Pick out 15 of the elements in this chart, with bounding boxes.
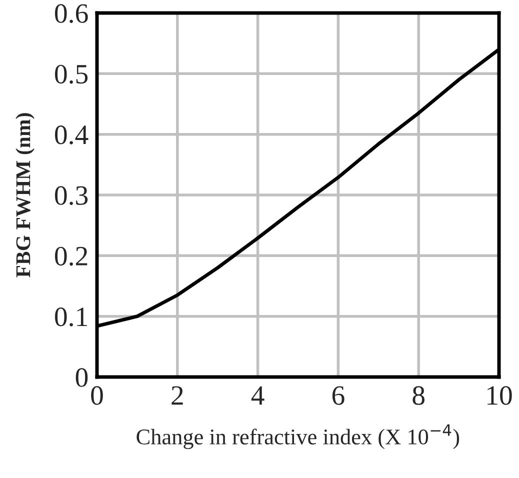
y-tick-label: 0.2 [55, 246, 88, 266]
x-tick-label: 6 [332, 386, 344, 405]
x-tick-label: 10 [488, 386, 512, 405]
x-axis-title: Change in refractive index (X 10$^{−4}$) [136, 424, 460, 450]
y-tick-label: 0.5 [55, 64, 88, 84]
y-tick-label: 0.6 [55, 4, 88, 24]
y-tick-label: 0.4 [55, 126, 88, 144]
y-tick-label: 0.3 [55, 186, 88, 206]
x-tick-label: 8 [412, 386, 424, 405]
y-tick-label: 0 [76, 368, 88, 387]
y-axis-title: FBG FWHM (nm) [16, 113, 34, 278]
y-tick-label: 0.1 [55, 308, 87, 326]
x-tick-label: 4 [251, 386, 264, 405]
x-tick-label: 0 [91, 386, 103, 405]
x-tick-label: 2 [172, 386, 183, 405]
